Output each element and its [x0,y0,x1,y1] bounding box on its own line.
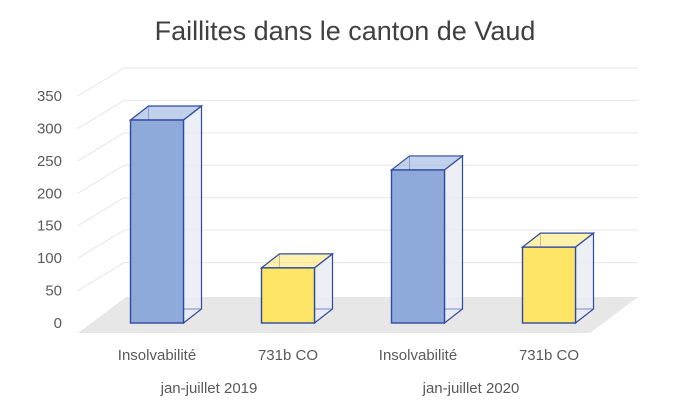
bar-side-face [574,231,595,325]
gridline [77,164,638,194]
x-category-label: 731b CO [519,347,579,364]
bar-front-face [129,119,185,324]
bar-front-face [521,246,577,324]
gridline [77,67,638,97]
y-axis: 0 50 100 150 200 250 300 350 [37,88,62,332]
gridline [77,197,638,227]
y-tick-label: 350 [37,88,62,105]
y-tick-label: 50 [45,283,62,300]
chart-floor [78,297,638,333]
bar-insolvabilite-1 [128,104,204,325]
x-category-label: 731b CO [258,347,318,364]
chart-title: Faillites dans le canton de Vaud [155,16,536,46]
gridline [77,229,638,259]
x-category-label: Insolvabilité [118,347,196,364]
gridline [77,99,638,129]
bar-731b-co-1 [259,252,335,325]
grid-layer [77,67,638,333]
bar-side-face [443,154,464,325]
x-group-label: jan-juillet 2020 [422,380,520,397]
gridline [77,262,638,291]
bar-side-face [182,104,203,325]
bar-front-face [390,169,446,324]
y-tick-label: 0 [54,315,62,332]
y-tick-label: 300 [37,120,62,137]
bars-layer [128,104,596,325]
bar-front-face [260,267,316,324]
bar-731b-co-2 [520,231,596,325]
y-tick-label: 250 [37,153,62,170]
bar-insolvabilite-2 [389,154,465,325]
gridline [77,132,638,162]
x-group-label: jan-juillet 2019 [160,380,258,397]
y-tick-label: 150 [37,218,62,235]
x-category-label: Insolvabilité [379,347,457,364]
y-tick-label: 100 [37,250,62,267]
y-tick-label: 200 [37,185,62,202]
